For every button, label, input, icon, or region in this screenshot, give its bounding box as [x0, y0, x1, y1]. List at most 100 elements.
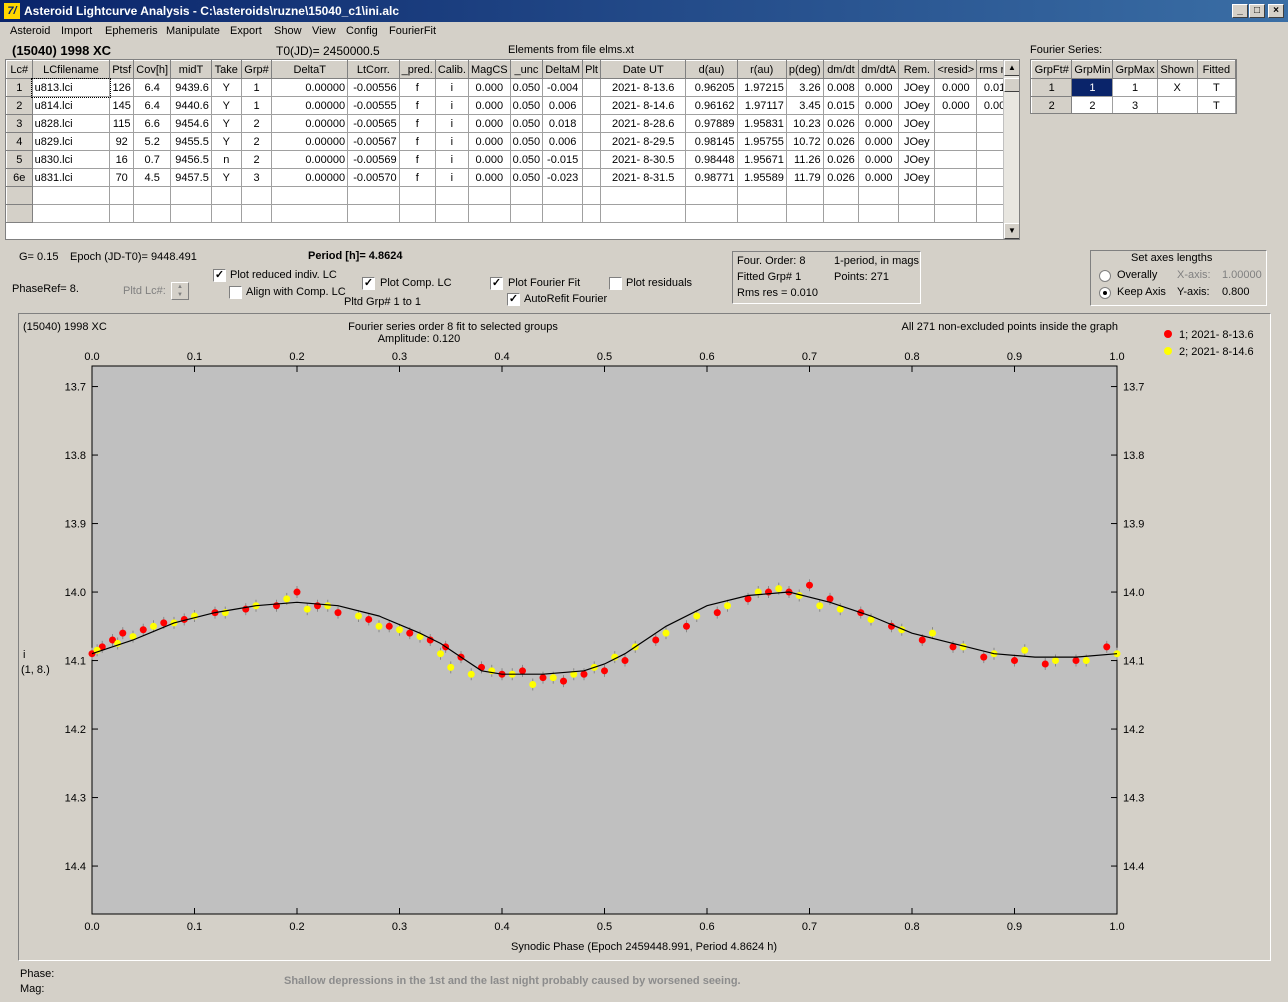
lc-col-header[interactable]: Ptsf [109, 60, 135, 79]
table-cell[interactable] [582, 186, 601, 205]
lc-col-header[interactable]: Grp# [240, 60, 273, 79]
fourier-col-header[interactable]: GrpMax [1112, 60, 1158, 79]
table-cell[interactable]: 0.00000 [271, 114, 349, 133]
table-cell[interactable] [582, 204, 601, 223]
table-cell[interactable]: 0.050 [509, 150, 544, 169]
table-cell[interactable] [582, 96, 601, 115]
lc-col-header[interactable]: Date UT [599, 60, 687, 79]
lc-col-header[interactable]: Take [210, 60, 242, 79]
table-cell[interactable]: -0.00555 [347, 96, 400, 115]
table-cell[interactable]: u829.lci [31, 132, 111, 151]
row-header[interactable] [6, 186, 33, 205]
table-cell[interactable] [582, 78, 601, 97]
table-cell[interactable]: 16 [109, 150, 135, 169]
fourier-col-header[interactable]: Shown [1156, 60, 1198, 79]
table-cell[interactable]: T [1196, 96, 1236, 113]
table-cell[interactable]: -0.015 [542, 150, 584, 169]
table-cell[interactable] [934, 204, 978, 223]
table-cell[interactable]: 0.7 [133, 150, 172, 169]
table-cell[interactable]: 0.00000 [271, 78, 349, 97]
table-cell[interactable]: 2 [1071, 96, 1114, 113]
table-row[interactable]: 5 u830.lci 16 0.7 9456.5 n 2 0.00000 -0.00569 f i 0… [6, 150, 1019, 169]
table-cell[interactable]: 0.008 [822, 78, 860, 97]
table-cell[interactable] [785, 204, 824, 223]
table-cell[interactable] [509, 186, 544, 205]
lc-col-header[interactable]: Rem. [898, 60, 936, 79]
table-cell[interactable]: Y [210, 132, 242, 151]
table-cell[interactable]: 5.2 [133, 132, 172, 151]
table-cell[interactable]: 0.000 [467, 168, 511, 187]
table-cell[interactable]: 2021- 8-13.6 [599, 78, 687, 97]
table-cell[interactable] [1156, 96, 1198, 113]
keep-axis-radio[interactable] [1099, 287, 1111, 299]
lc-col-header[interactable]: DeltaT [271, 60, 349, 79]
table-cell[interactable]: 1.95755 [736, 132, 787, 151]
table-cell[interactable]: JOey [898, 78, 936, 97]
table-cell[interactable]: f [398, 78, 436, 97]
table-cell[interactable]: JOey [898, 132, 936, 151]
table-cell[interactable] [31, 186, 111, 205]
plot-residuals-checkbox[interactable] [609, 277, 622, 290]
table-cell[interactable]: 1 [240, 78, 273, 97]
table-cell[interactable] [599, 204, 687, 223]
lightcurve-plot-panel[interactable]: (15040) 1998 XC Fourier series order 8 f… [18, 313, 1271, 961]
table-cell[interactable]: 0.050 [509, 168, 544, 187]
table-cell[interactable]: 0.000 [858, 168, 900, 187]
overally-radio[interactable] [1099, 270, 1111, 282]
table-cell[interactable]: 9454.6 [170, 114, 212, 133]
table-cell[interactable]: 0.000 [467, 96, 511, 115]
autorefit-checkbox[interactable]: ✓ [507, 293, 520, 306]
table-cell[interactable] [934, 114, 978, 133]
maximize-button[interactable]: □ [1249, 4, 1265, 18]
table-cell[interactable]: 6.4 [133, 96, 172, 115]
table-cell[interactable] [240, 204, 273, 223]
table-cell[interactable] [736, 204, 787, 223]
table-cell[interactable] [582, 168, 601, 187]
table-cell[interactable]: -0.00567 [347, 132, 400, 151]
table-cell[interactable]: 0.050 [509, 96, 544, 115]
lc-col-header[interactable]: Calib. [434, 60, 469, 79]
row-header[interactable]: 3 [6, 114, 33, 133]
table-row[interactable]: 6e u831.lci 70 4.5 9457.5 Y 3 0.00000 -0.00570 f i… [6, 168, 1019, 187]
table-cell[interactable]: 0.006 [542, 132, 584, 151]
table-cell[interactable]: 0.000 [934, 78, 978, 97]
table-cell[interactable]: 0.050 [509, 114, 544, 133]
table-cell[interactable]: u831.lci [31, 168, 111, 187]
table-cell[interactable]: 2 [240, 150, 273, 169]
table-cell[interactable] [31, 204, 111, 223]
lc-col-header[interactable]: LCfilename [31, 60, 111, 79]
table-cell[interactable]: 6.4 [133, 78, 172, 97]
table-cell[interactable]: JOey [898, 150, 936, 169]
table-cell[interactable]: 2021- 8-28.6 [599, 114, 687, 133]
table-cell[interactable]: -0.00570 [347, 168, 400, 187]
table-cell[interactable]: 0.000 [858, 150, 900, 169]
table-cell[interactable]: 145 [109, 96, 135, 115]
table-cell[interactable]: 0.000 [467, 114, 511, 133]
table-cell[interactable]: 0.000 [467, 150, 511, 169]
minimize-button[interactable]: _ [1232, 4, 1248, 18]
table-row[interactable]: 2 u814.lci 145 6.4 9440.6 Y 1 0.00000 -0.00555 f i… [6, 96, 1019, 115]
table-row[interactable] [6, 204, 1019, 223]
menu-export[interactable]: Export [230, 25, 262, 37]
table-cell[interactable] [210, 204, 242, 223]
menu-config[interactable]: Config [346, 25, 378, 37]
table-cell[interactable] [434, 186, 469, 205]
table-cell[interactable] [898, 204, 936, 223]
lc-col-header[interactable]: _unc [509, 60, 544, 79]
table-cell[interactable] [934, 132, 978, 151]
table-cell[interactable]: 1.95589 [736, 168, 787, 187]
x-axis-value[interactable]: 1.00000 [1222, 269, 1262, 281]
table-row[interactable]: 3 u828.lci 115 6.6 9454.6 Y 2 0.00000 -0.00565 f i… [6, 114, 1019, 133]
table-cell[interactable]: 1.97117 [736, 96, 787, 115]
table-cell[interactable]: i [434, 78, 469, 97]
table-cell[interactable] [398, 204, 436, 223]
row-header[interactable]: 6e [6, 168, 33, 187]
table-cell[interactable]: 2 [240, 132, 273, 151]
table-cell[interactable]: 0.00000 [271, 168, 349, 187]
table-cell[interactable] [582, 132, 601, 151]
table-cell[interactable] [858, 186, 900, 205]
table-cell[interactable]: 0.000 [934, 96, 978, 115]
table-cell[interactable]: 0.026 [822, 150, 860, 169]
lc-col-header[interactable]: DeltaM [542, 60, 584, 79]
table-cell[interactable]: u814.lci [31, 96, 111, 115]
